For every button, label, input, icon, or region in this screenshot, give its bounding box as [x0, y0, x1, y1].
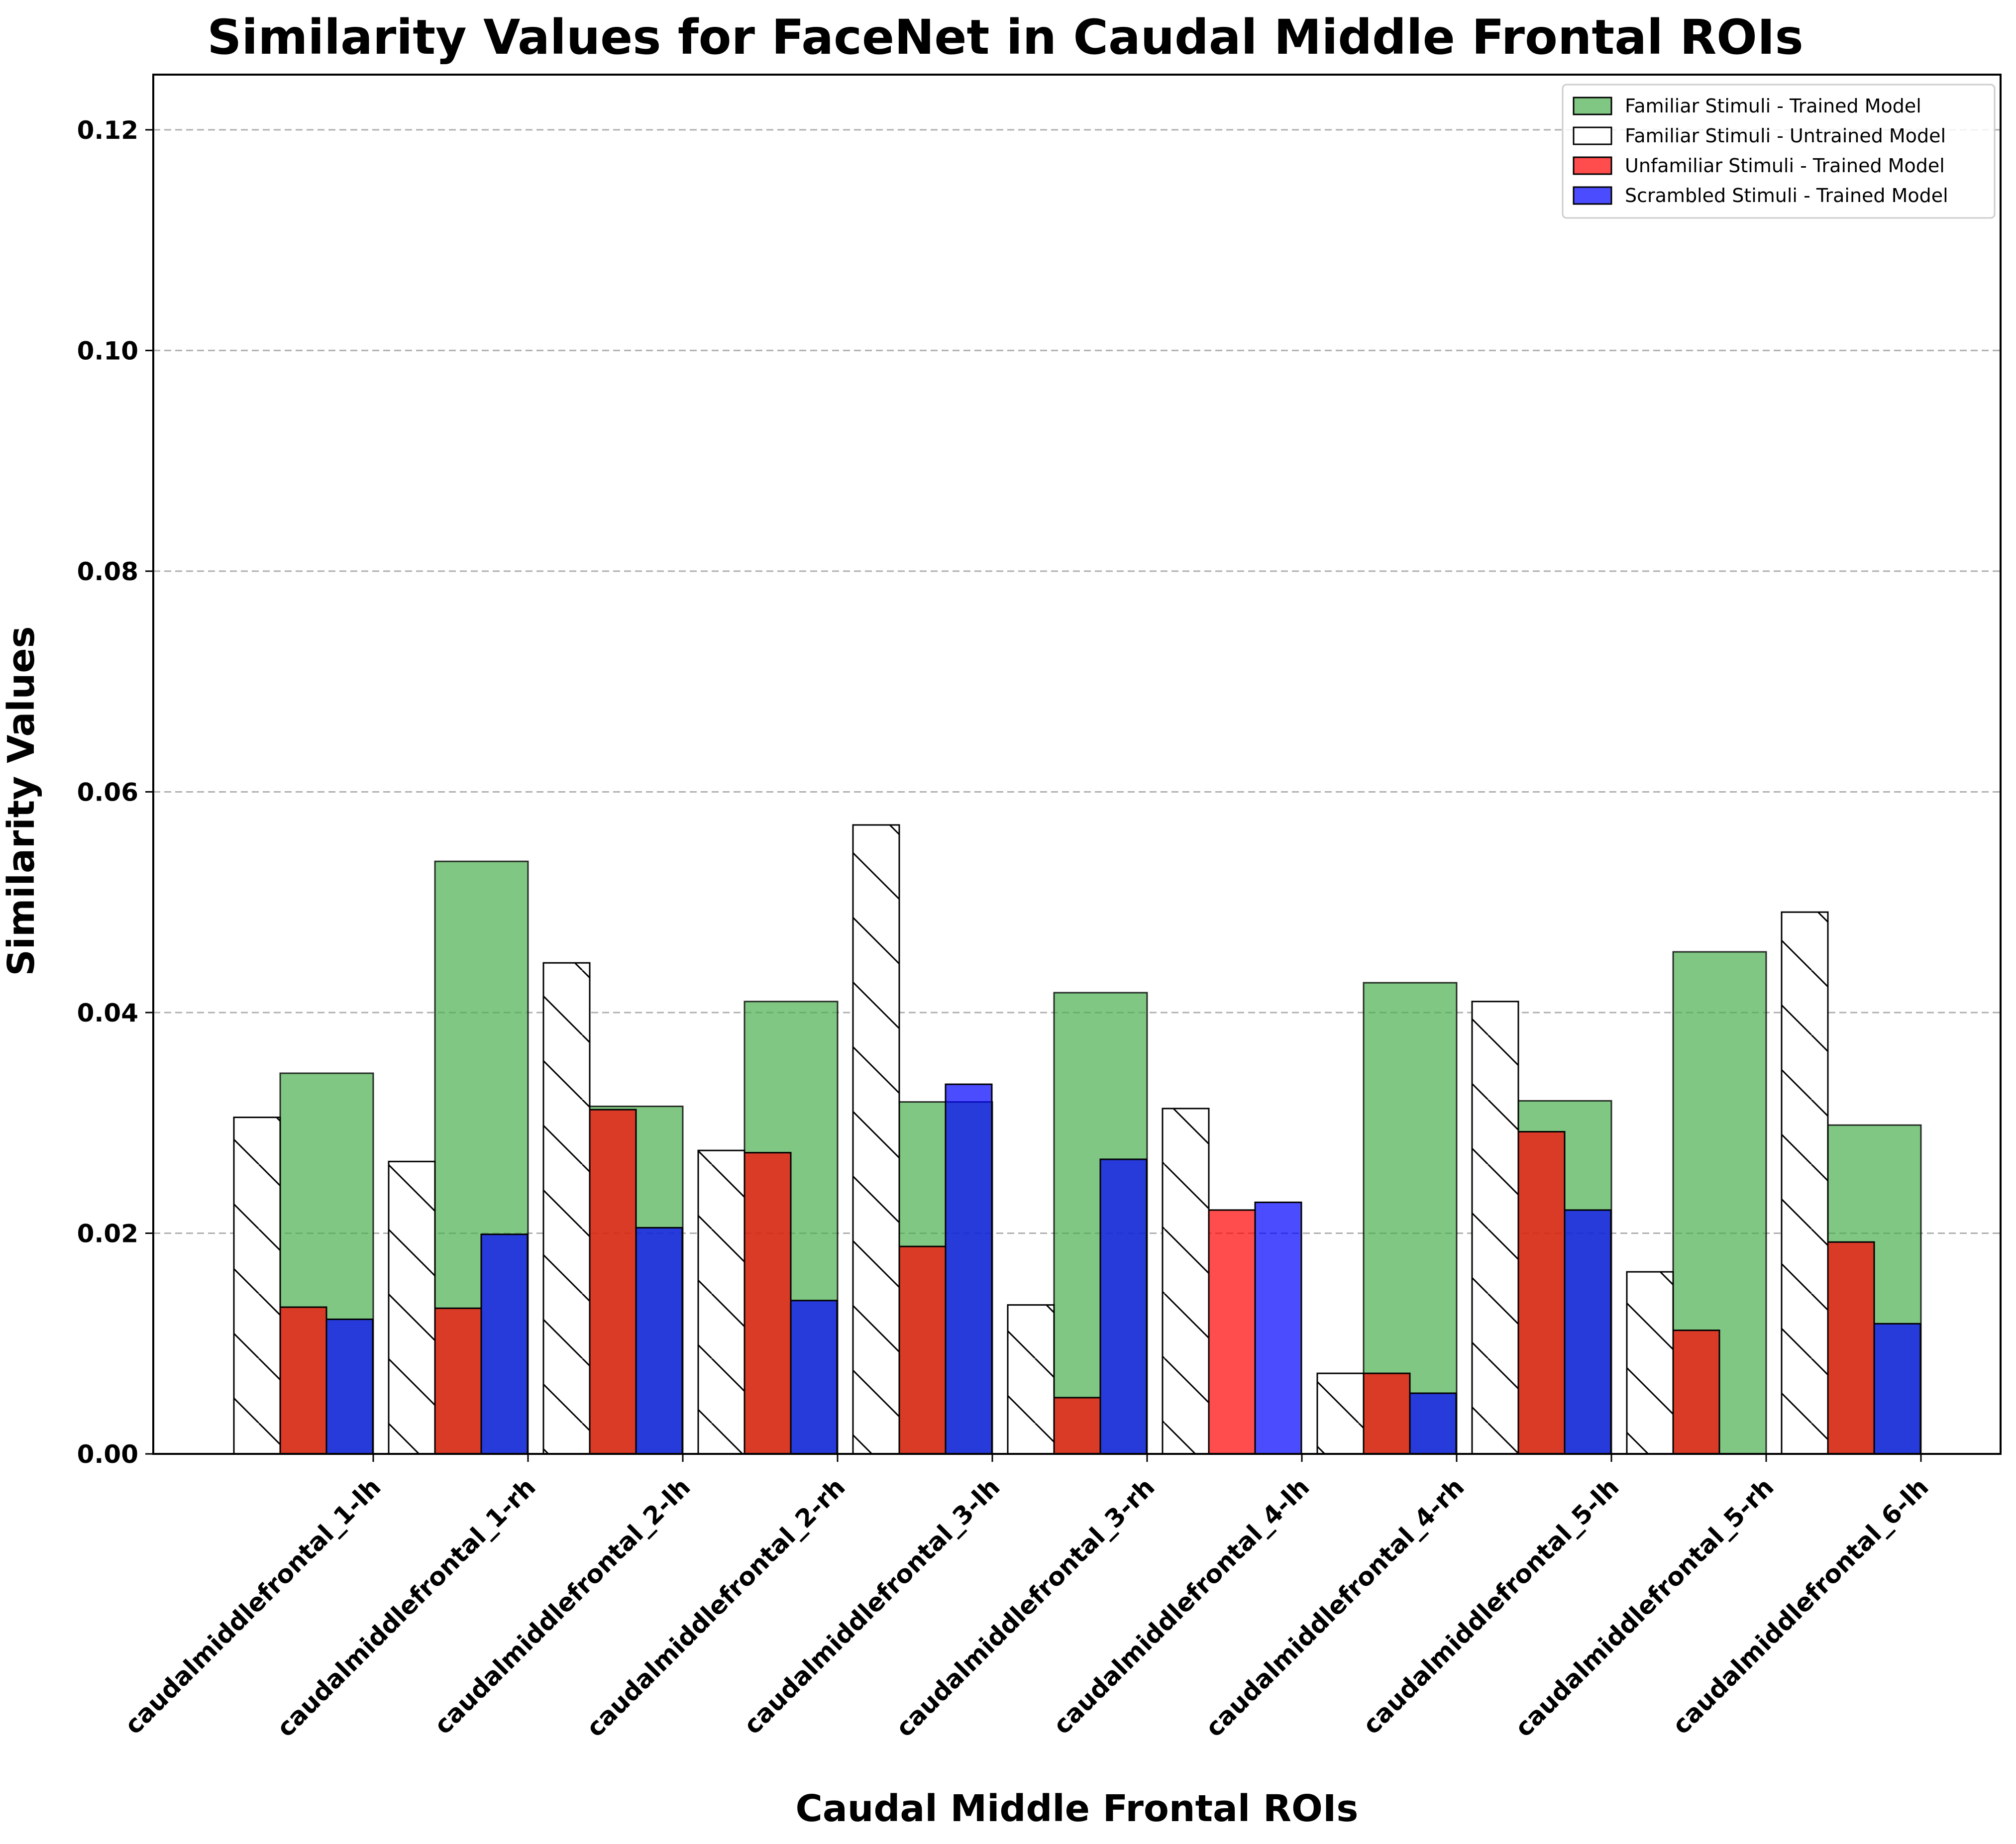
y-tick-label: 0.02: [77, 1219, 138, 1248]
y-tick-label: 0.12: [77, 116, 138, 145]
x-tick-label: caudalmiddlefrontal_5-rh: [1509, 1472, 1780, 1742]
bar-familiar-untrained: [1626, 1271, 1674, 1455]
bar-scrambled-trained: [1254, 1201, 1302, 1455]
x-tick-label: caudalmiddlefrontal_1-lh: [119, 1472, 386, 1740]
x-tick-label: caudalmiddlefrontal_4-lh: [1048, 1472, 1315, 1740]
bar-unfamiliar-trained: [1827, 1241, 1875, 1455]
x-tick-label: caudalmiddlefrontal_6-lh: [1667, 1472, 1934, 1740]
y-axis-label: Similarity Values: [0, 626, 43, 976]
bar-unfamiliar-trained: [743, 1152, 792, 1455]
legend-swatch: [1573, 97, 1612, 115]
bar-scrambled-trained: [635, 1227, 683, 1455]
bar-familiar-untrained: [1162, 1108, 1210, 1455]
bar-familiar-untrained: [1471, 1001, 1519, 1455]
legend-label: Unfamiliar Stimuli - Trained Model: [1625, 155, 1945, 177]
bar-unfamiliar-trained: [589, 1109, 637, 1455]
bar-familiar-untrained: [852, 824, 900, 1455]
bar-unfamiliar-trained: [434, 1307, 482, 1455]
bar-unfamiliar-trained: [1363, 1372, 1411, 1455]
bar-familiar-untrained: [388, 1160, 436, 1455]
bar-familiar-untrained: [1781, 911, 1829, 1455]
bar-scrambled-trained: [1564, 1209, 1612, 1455]
x-tick-label: caudalmiddlefrontal_4-rh: [1200, 1472, 1470, 1742]
bar-unfamiliar-trained: [898, 1245, 947, 1455]
plot-area: 0.00 0.02 0.04 0.06 0.08 0.10 0.12 caudalmiddle…: [77, 74, 2002, 1742]
y-tick-label: 0.04: [77, 999, 138, 1027]
bar-scrambled-trained: [790, 1300, 838, 1455]
bar-unfamiliar-trained: [1053, 1397, 1101, 1455]
legend: Familiar Stimuli - Trained Model Familiar…: [1562, 84, 1996, 219]
bar-familiar-untrained: [1007, 1304, 1055, 1455]
bar-scrambled-trained: [945, 1083, 993, 1455]
bar-unfamiliar-trained: [1672, 1330, 1720, 1455]
x-tick-label: caudalmiddlefrontal_3-lh: [738, 1472, 1005, 1740]
x-tick-label: caudalmiddlefrontal_5-lh: [1357, 1472, 1624, 1740]
x-tick-label: caudalmiddlefrontal_1-rh: [271, 1472, 541, 1742]
legend-label: Familiar Stimuli - Trained Model: [1625, 95, 1921, 117]
y-tick-label: 0.06: [77, 778, 138, 807]
bar-scrambled-trained: [480, 1233, 529, 1455]
x-tick-label: caudalmiddlefrontal_2-rh: [581, 1472, 851, 1742]
x-axis-label: Caudal Middle Frontal ROIs: [796, 1787, 1359, 1830]
legend-swatch: [1573, 126, 1612, 145]
axes-frame: [152, 74, 2002, 1455]
x-tick-label: caudalmiddlefrontal_2-lh: [428, 1472, 696, 1740]
legend-label: Familiar Stimuli - Untrained Model: [1625, 125, 1946, 147]
y-tick-label: 0.08: [77, 557, 138, 586]
bar-scrambled-trained: [325, 1318, 374, 1455]
legend-swatch: [1573, 156, 1612, 175]
bar-scrambled-trained: [1099, 1158, 1148, 1455]
y-tick-label: 0.10: [77, 336, 138, 365]
bar-scrambled-trained: [1409, 1392, 1457, 1455]
bar-unfamiliar-trained: [279, 1306, 327, 1455]
x-tick-label: caudalmiddlefrontal_3-rh: [890, 1472, 1161, 1742]
legend-swatch: [1573, 186, 1612, 205]
bar-scrambled-trained: [1873, 1323, 1921, 1455]
y-tick-label: 0.00: [77, 1440, 138, 1469]
chart-title: Similarity Values for FaceNet in Caudal …: [207, 9, 1803, 65]
bar-familiar-untrained: [697, 1149, 745, 1455]
bar-unfamiliar-trained: [1208, 1209, 1256, 1455]
bar-unfamiliar-trained: [1517, 1130, 1566, 1455]
bar-familiar-untrained: [1316, 1372, 1365, 1455]
legend-box: [1562, 84, 1996, 219]
bar-familiar-untrained: [233, 1117, 281, 1455]
legend-label: Scrambled Stimuli - Trained Model: [1625, 185, 1948, 206]
bar-familiar-untrained: [542, 962, 591, 1455]
